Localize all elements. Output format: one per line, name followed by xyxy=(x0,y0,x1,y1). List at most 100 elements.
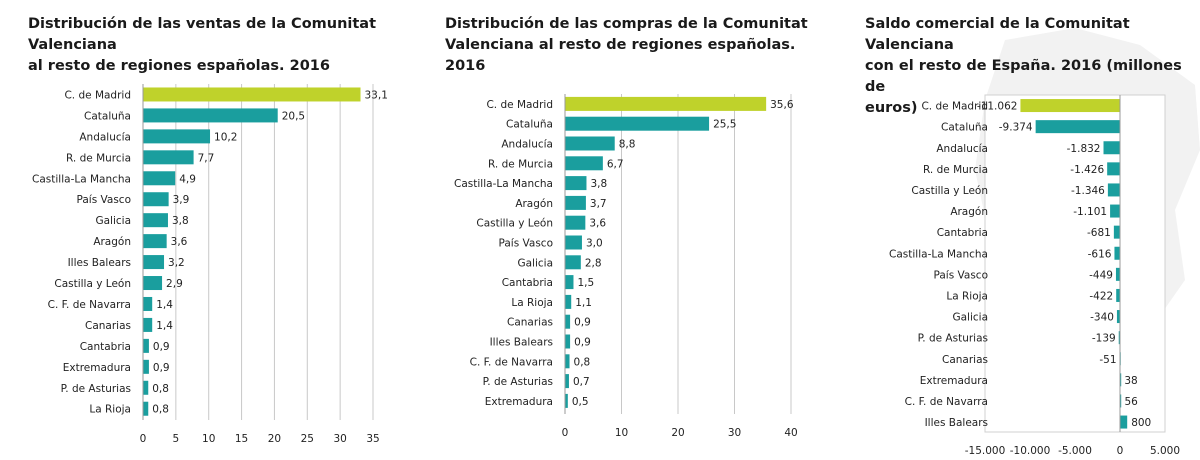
balance-bar-castilla-y-leon xyxy=(1107,183,1120,197)
sales-category-label-canarias: Canarias xyxy=(85,320,131,332)
sales-value-label-c-de-madrid: 33,1 xyxy=(365,89,388,101)
purchases-category-label-pais-vasco: País Vasco xyxy=(499,238,554,250)
sales-value-label-la-rioja: 0,8 xyxy=(152,404,169,416)
sales-value-label-r-de-murcia: 7,7 xyxy=(198,152,215,164)
sales-category-label-pais-vasco: País Vasco xyxy=(77,194,132,206)
purchases-bar-chart: 0 10 20 30 40 C. de Madrid 35,6 Cataluña 25,5 And… xyxy=(454,94,798,439)
sales-bar-galicia xyxy=(143,213,168,228)
sales-category-label-andalucia: Andalucía xyxy=(79,131,131,143)
sales-tick-label-4: 20 xyxy=(268,433,281,445)
purchases-value-label-pais-vasco: 3,0 xyxy=(586,238,603,250)
purchases-value-label-castilla-y-leon: 3,6 xyxy=(589,218,606,230)
purchases-category-label-c-de-madrid: C. de Madrid xyxy=(486,99,553,111)
balance-category-label-extremadura: Extremadura xyxy=(920,375,988,387)
sales-bar-illes-balears xyxy=(143,255,165,270)
purchases-category-label-illes-balears: Illes Balears xyxy=(490,337,553,349)
sales-value-label-c-f-de-navarra: 1,4 xyxy=(156,299,173,311)
balance-category-label-r-de-murcia: R. de Murcia xyxy=(923,164,988,176)
sales-value-label-extremadura: 0,9 xyxy=(153,362,170,374)
balance-value-label-c-de-madrid: -11.062 xyxy=(977,101,1018,113)
balance-value-label-illes-balears: 800 xyxy=(1131,417,1151,429)
balance-tick-label-0: -15.000 xyxy=(965,445,1006,457)
sales-category-label-cantabria: Cantabria xyxy=(80,341,131,353)
purchases-chart-title: Distribución de las compras de la Comuni… xyxy=(445,14,825,77)
purchases-category-label-canarias: Canarias xyxy=(507,317,553,329)
balance-plot-area xyxy=(984,94,1166,433)
purchases-value-label-p-de-asturias: 0,7 xyxy=(573,376,590,388)
purchases-value-label-galicia: 2,8 xyxy=(585,257,602,269)
balance-value-label-andalucia: -1.832 xyxy=(1067,143,1101,155)
sales-bar-cantabria xyxy=(143,338,149,353)
balance-chart-title-line-3: euros) xyxy=(865,100,918,116)
balance-value-label-cataluna: -9.374 xyxy=(999,122,1033,134)
purchases-category-label-castilla-la-mancha: Castilla-La Mancha xyxy=(454,178,553,190)
balance-category-label-p-de-asturias: P. de Asturias xyxy=(918,333,988,345)
balance-value-label-pais-vasco: -449 xyxy=(1089,269,1113,281)
sales-chart-title: Distribución de las ventas de la Comunit… xyxy=(28,14,408,77)
balance-bar-pais-vasco xyxy=(1115,267,1120,281)
balance-bar-aragon xyxy=(1110,204,1120,218)
balance-category-label-c-de-madrid: C. de Madrid xyxy=(921,101,988,113)
purchases-bar-extremadura xyxy=(565,393,568,408)
balance-tick-label-4: 5.000 xyxy=(1150,445,1180,457)
balance-value-label-r-de-murcia: -1.426 xyxy=(1070,164,1104,176)
balance-value-label-aragon: -1.101 xyxy=(1073,206,1107,218)
balance-bar-cantabria xyxy=(1113,225,1120,239)
purchases-category-label-galicia: Galicia xyxy=(517,257,553,269)
purchases-value-label-c-f-de-navarra: 0,8 xyxy=(574,356,591,368)
purchases-tick-label-2: 20 xyxy=(671,427,684,439)
balance-bar-galicia xyxy=(1116,310,1120,324)
sales-bar-cataluna xyxy=(143,108,278,123)
purchases-value-label-cataluna: 25,5 xyxy=(713,119,736,131)
purchases-chart-title-line-1: Distribución de las compras de la Comuni… xyxy=(445,16,808,32)
purchases-bar-c-de-madrid xyxy=(565,96,767,111)
purchases-bar-c-f-de-navarra xyxy=(565,354,570,369)
sales-bar-canarias xyxy=(143,317,153,332)
purchases-value-label-r-de-murcia: 6,7 xyxy=(607,158,624,170)
sales-tick-label-7: 35 xyxy=(366,433,379,445)
purchases-value-label-cantabria: 1,5 xyxy=(577,277,594,289)
balance-value-label-c-f-de-navarra: 56 xyxy=(1125,396,1139,408)
balance-chart-title: Saldo comercial de la Comunitat Valencia… xyxy=(865,14,1195,119)
purchases-value-label-c-de-madrid: 35,6 xyxy=(770,99,794,111)
purchases-chart-title-line-2: Valenciana al resto de regiones española… xyxy=(445,37,796,74)
sales-category-label-extremadura: Extremadura xyxy=(63,362,131,374)
purchases-bar-r-de-murcia xyxy=(565,156,603,171)
purchases-bar-galicia xyxy=(565,255,581,270)
purchases-value-label-la-rioja: 1,1 xyxy=(575,297,592,309)
sales-bar-andalucia xyxy=(143,129,211,144)
purchases-bar-cantabria xyxy=(565,275,574,290)
balance-bar-p-de-asturias xyxy=(1118,331,1120,345)
purchases-bar-cataluna xyxy=(565,116,710,131)
sales-category-label-castilla-y-leon: Castilla y León xyxy=(54,278,131,290)
sales-tick-label-6: 30 xyxy=(333,433,346,445)
sales-bar-extremadura xyxy=(143,359,149,374)
sales-value-label-galicia: 3,8 xyxy=(172,215,189,227)
sales-category-label-aragon: Aragón xyxy=(93,236,131,248)
purchases-tick-label-4: 40 xyxy=(784,427,797,439)
purchases-category-label-andalucia: Andalucía xyxy=(501,139,553,151)
sales-bar-r-de-murcia xyxy=(143,150,194,165)
balance-tick-label-1: -10.000 xyxy=(1010,445,1051,457)
balance-chart-title-line-2: con el resto de España. 2016 (millones d… xyxy=(865,58,1182,95)
balance-chart-title-line-1: Saldo comercial de la Comunitat Valencia… xyxy=(865,16,1130,53)
balance-category-label-cataluna: Cataluña xyxy=(941,122,988,134)
purchases-category-label-extremadura: Extremadura xyxy=(485,396,553,408)
balance-value-label-la-rioja: -422 xyxy=(1089,290,1113,302)
balance-value-label-castilla-la-mancha: -616 xyxy=(1088,248,1112,260)
balance-category-label-illes-balears: Illes Balears xyxy=(925,417,988,429)
purchases-category-label-r-de-murcia: R. de Murcia xyxy=(488,158,553,170)
purchases-bar-illes-balears xyxy=(565,334,571,349)
balance-bar-c-f-de-navarra xyxy=(1120,394,1122,408)
balance-category-label-pais-vasco: País Vasco xyxy=(934,269,989,281)
purchases-bar-p-de-asturias xyxy=(565,374,569,389)
purchases-value-label-canarias: 0,9 xyxy=(574,317,591,329)
balance-tick-label-2: -5.000 xyxy=(1058,445,1092,457)
sales-chart-title-line-2: al resto de regiones españolas. 2016 xyxy=(28,58,330,74)
balance-category-label-galicia: Galicia xyxy=(952,312,988,324)
sales-value-label-p-de-asturias: 0,8 xyxy=(152,383,169,395)
sales-category-label-r-de-murcia: R. de Murcia xyxy=(66,152,131,164)
purchases-tick-label-3: 30 xyxy=(728,427,741,439)
purchases-category-label-castilla-y-leon: Castilla y León xyxy=(476,218,553,230)
